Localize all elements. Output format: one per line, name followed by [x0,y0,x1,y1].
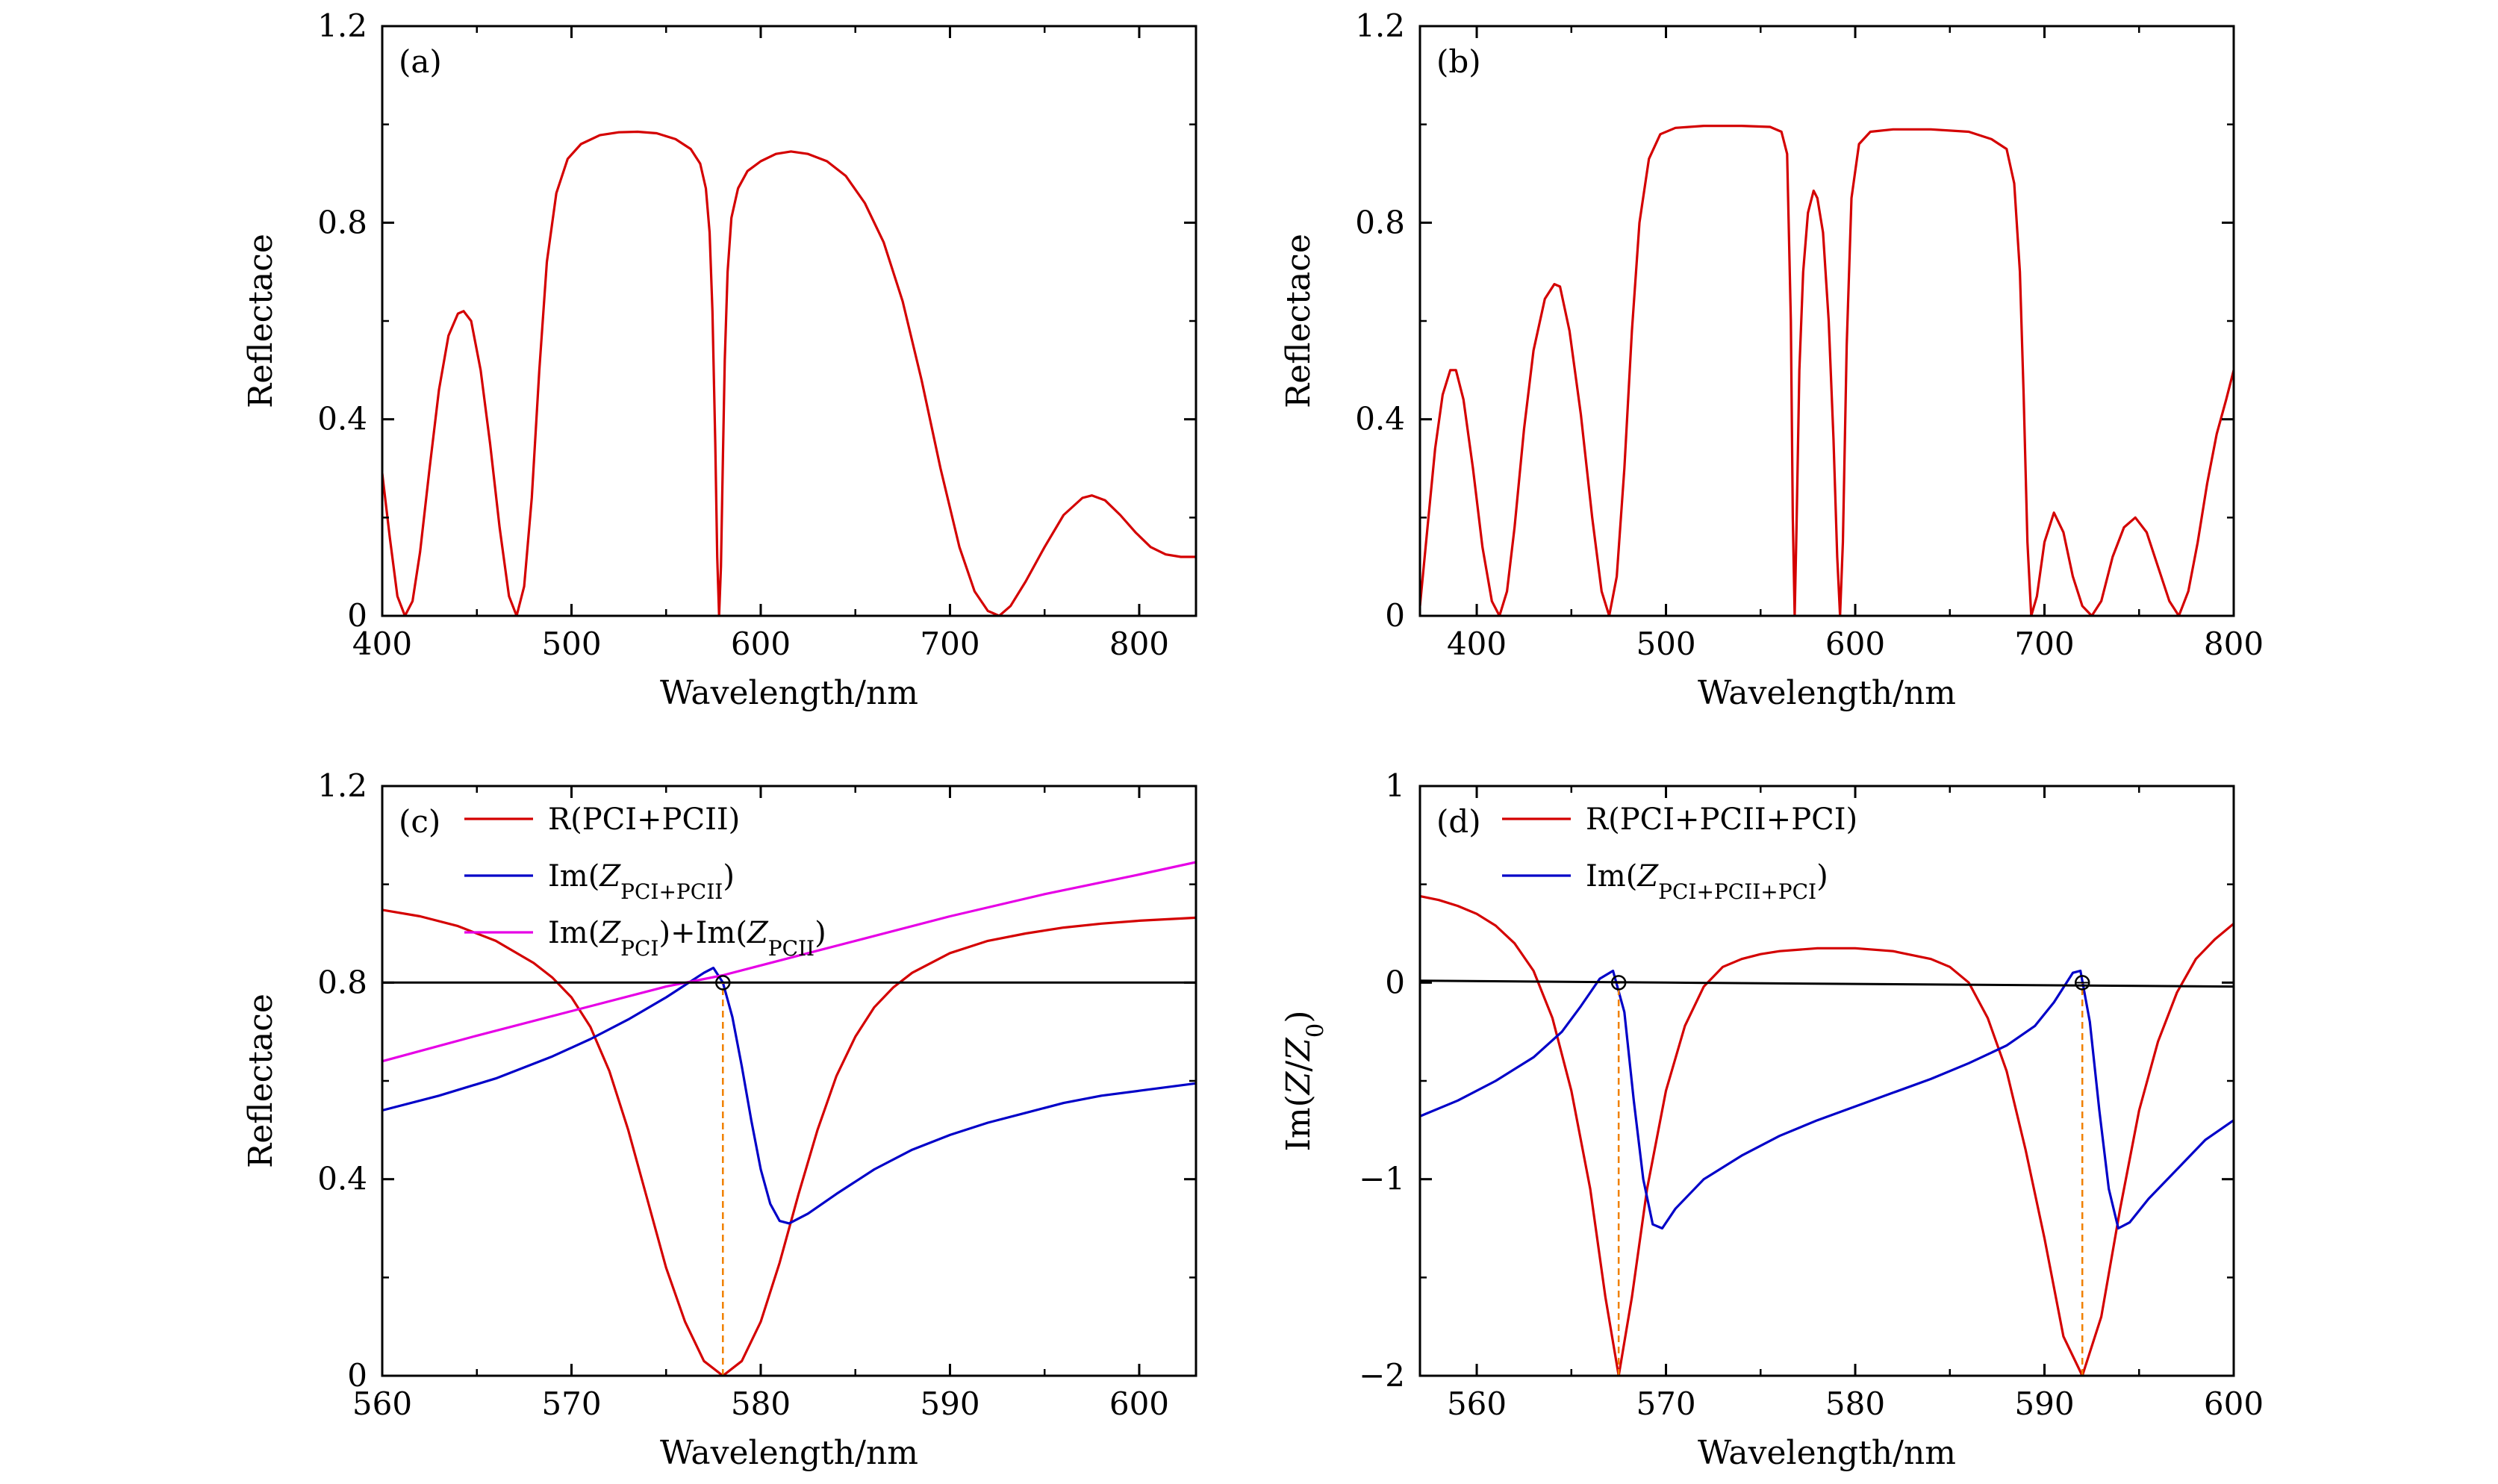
x-tick-label: 600 [1109,1385,1169,1422]
series-line-0 [1420,894,2234,1376]
x-tick-label: 700 [2014,626,2074,662]
text-part: Im( [1586,859,1637,894]
panel-b: 400 500 600 700 800 0 0.4 0.8 1.2 Wavelength/nm Re… [1280,7,2264,712]
y-tick-label: 1 [1385,767,1405,804]
text-part: PCI+PCII [620,879,723,904]
y-tick-label: 0 [1385,597,1405,634]
x-tick-label: 800 [1109,626,1169,662]
y-axis-label: Reflectace [242,994,280,1168]
x-tick-label: 590 [920,1385,979,1422]
series-line-0 [1420,125,2234,616]
axes-frame [1418,25,2235,617]
text-part: Z [1636,859,1659,894]
x-axis-label: Wavelength/nm [660,674,918,712]
text-part: R(PCI+PCII+PCI) [1586,802,1857,837]
x-tick-label: 560 [352,1385,412,1422]
y-tick-label: 0 [347,1357,367,1394]
x-tick-label: 800 [2204,626,2264,662]
panel-label: (b) [1436,43,1481,80]
series-line-0 [382,130,1196,616]
text-part: )+Im( [658,916,747,950]
y-tick-label: 0 [347,597,367,634]
series-line-1 [1420,969,2234,1230]
x-tick-label: 600 [1825,626,1885,662]
x-tick-label: 500 [541,626,601,662]
y-tick-label: 0.4 [317,1161,367,1197]
text-part: PCI+PCII+PCI [1658,879,1816,904]
y-tick-label: 1.2 [1355,7,1405,44]
text-part: PCII [768,936,815,961]
plot-area [1420,894,2234,1376]
text-part: R(PCI+PCII) [548,802,740,837]
series-line-1 [382,967,1196,1225]
x-tick-label: 700 [920,626,979,662]
x-tick-label: 500 [1636,626,1695,662]
text-part: ) [815,916,826,950]
panel-d: 560 570 580 590 600−2−101Wavelength/nmIm(Z/Z… [1280,767,2264,1472]
y-tick-label: 0.8 [317,964,367,1000]
text-part: / [1280,1061,1318,1072]
panel-label: (d) [1436,803,1481,840]
x-axis-label: Wavelength/nm [1698,1434,1956,1472]
text-part: PCI [620,936,658,961]
text-part: 0 [1302,1023,1329,1038]
text-part: Z [598,916,621,950]
legend-label: R(PCI+PCII+PCI) [1586,802,1857,837]
x-tick-label: 570 [1636,1385,1695,1422]
text-part: Im( [1280,1094,1318,1151]
x-tick-label: 600 [2204,1385,2264,1422]
plot-area [382,130,1196,616]
y-axis-label: Reflectace [242,234,280,408]
panel-label: (c) [399,803,440,840]
plot-area [382,861,1196,1376]
text-part: Z [746,916,769,950]
y-axis-label: Reflectace [1280,234,1318,408]
x-axis-label: Wavelength/nm [660,1434,918,1472]
x-tick-label: 560 [1447,1385,1507,1422]
y-tick-label: 0.8 [317,204,367,240]
text-part: Im( [548,859,599,894]
panel-c: 560 570 580 590 600 0 0.4 0.8 1.2 Wavelength/nm Re… [242,767,1197,1472]
y-tick-label: 0 [1385,964,1405,1000]
legend-label: Im(ZPCI+PCII) [548,859,735,904]
text-part: ) [723,859,735,894]
x-tick-label: 590 [2014,1385,2074,1422]
text-part: Z [598,859,621,894]
y-axis-label: Im(Z/Z0) [1280,1010,1329,1151]
y-tick-label: 1.2 [317,767,367,804]
y-tick-label: 0.4 [317,401,367,437]
legend-label: R(PCI+PCII) [548,802,740,837]
x-tick-label: 580 [1825,1385,1885,1422]
panel-a: 400 500 600 700 800 0 0.4 0.8 1.2 Wavelength/nm Re… [242,7,1197,712]
text-part: Z [1280,1070,1318,1096]
x-tick-label: 400 [1447,626,1507,662]
text-part: Z [1280,1037,1318,1062]
series-line-2 [382,861,1196,1063]
x-axis-label: Wavelength/nm [1698,674,1956,712]
text-part: ) [1816,859,1828,894]
reference-line [1420,979,2234,988]
panel-label: (a) [399,43,442,80]
x-tick-label: 570 [541,1385,601,1422]
legend-label: Im(ZPCI)+Im(ZPCII) [548,916,826,961]
axes-frame [381,25,1197,617]
series-line-0 [382,908,1196,1376]
y-tick-label: 0.8 [1355,204,1405,240]
text-part: ) [1280,1010,1318,1023]
plot-area [1420,125,2234,616]
y-tick-label: 0.4 [1355,401,1405,437]
y-tick-label: −1 [1359,1161,1405,1197]
legend-label: Im(ZPCI+PCII+PCI) [1586,859,1828,904]
text-part: Im( [548,916,599,950]
y-tick-label: 1.2 [317,7,367,44]
y-tick-label: −2 [1359,1357,1405,1394]
x-tick-label: 400 [352,626,412,662]
x-tick-label: 580 [731,1385,791,1422]
x-tick-label: 600 [731,626,791,662]
